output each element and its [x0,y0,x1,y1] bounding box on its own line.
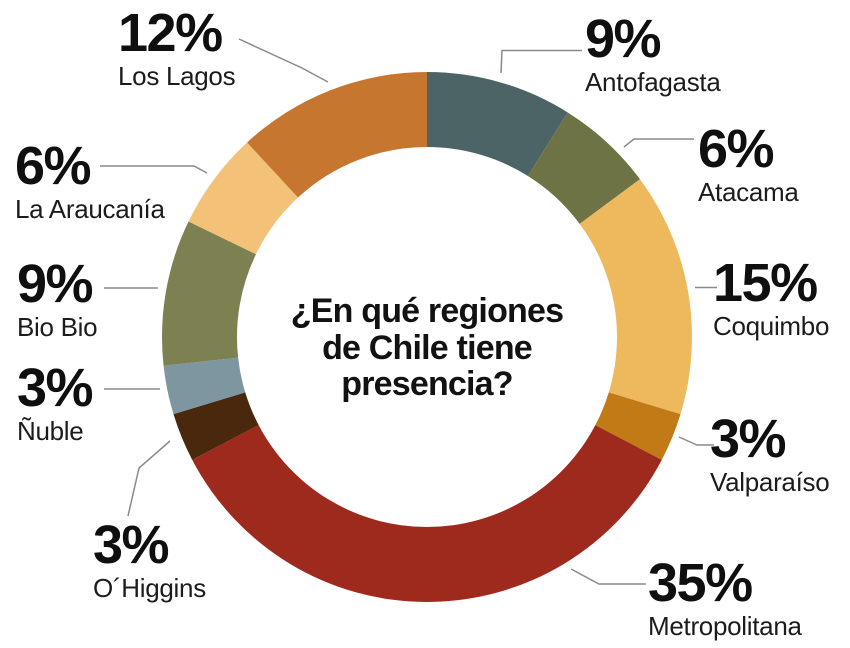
label-nuble: 3% Ñuble [17,358,94,446]
leader-line-valparaiso [678,436,714,446]
label-coquimbo-percent: 15% [713,253,818,313]
segment-araucania [188,142,298,255]
label-atacama-region: Atacama [698,177,799,207]
label-loslagos-region: Los Lagos [118,61,236,91]
leader-line-atacama [623,138,694,148]
label-araucania-percent: 6% [15,136,92,196]
label-loslagos: 12% Los Lagos [118,3,236,91]
label-valparaiso-percent: 3% [710,409,787,469]
label-araucania: 6% La Araucanía [15,139,165,224]
leader-line-ohiggins [127,440,171,517]
segment-nuble [163,357,246,415]
segment-biobio [162,221,256,366]
label-nuble-percent: 3% [17,358,94,418]
label-araucania-region: La Araucanía [15,194,165,224]
leader-lines [100,38,717,585]
chart-title-line2: de Chile tiene [322,328,533,367]
chart-title-line1: ¿En qué regiones [290,292,564,330]
label-metropolitana-region: Metropolitana [648,611,802,641]
label-loslagos-percent: 12% [118,3,223,63]
chart-title-line3: presencia? [341,365,513,404]
chart-title: ¿En qué regiones de Chile tiene presenci… [257,293,597,403]
label-ohiggins-region: O´Higgins [93,573,206,603]
label-coquimbo-region: Coquimbo [713,311,830,341]
leader-line-loslagos [238,38,329,83]
label-atacama: 6% Atacama [698,122,799,207]
segment-antofagasta [427,72,568,177]
segment-valparaiso [595,392,681,460]
label-valparaiso: 3% Valparaíso [710,409,830,497]
label-biobio-region: Bio Bio [17,312,98,342]
label-biobio-percent: 9% [17,254,94,314]
label-antofagasta: 9% Antofagasta [585,9,721,97]
leader-line-antofagasta [500,49,582,74]
label-ohiggins: 3% O´Higgins [93,518,206,603]
donut-segments [162,72,692,602]
label-nuble-region: Ñuble [17,416,84,446]
label-coquimbo: 15% Coquimbo [713,256,829,341]
segment-coquimbo [579,179,692,415]
label-ohiggins-percent: 3% [93,515,170,575]
label-metropolitana: 35% Metropolitana [648,556,802,641]
label-metropolitana-percent: 35% [648,553,753,613]
segment-atacama [527,112,640,224]
label-valparaiso-region: Valparaíso [710,467,830,497]
label-biobio: 9% Bio Bio [17,254,98,342]
leader-line-araucania [100,165,208,174]
segment-metropolitana [192,425,662,602]
label-antofagasta-percent: 9% [585,9,662,69]
label-atacama-percent: 6% [698,119,775,179]
segment-ohiggins [173,392,259,460]
label-antofagasta-region: Antofagasta [585,67,721,97]
segment-loslagos [247,72,427,198]
leader-line-metropolitana [570,568,646,585]
